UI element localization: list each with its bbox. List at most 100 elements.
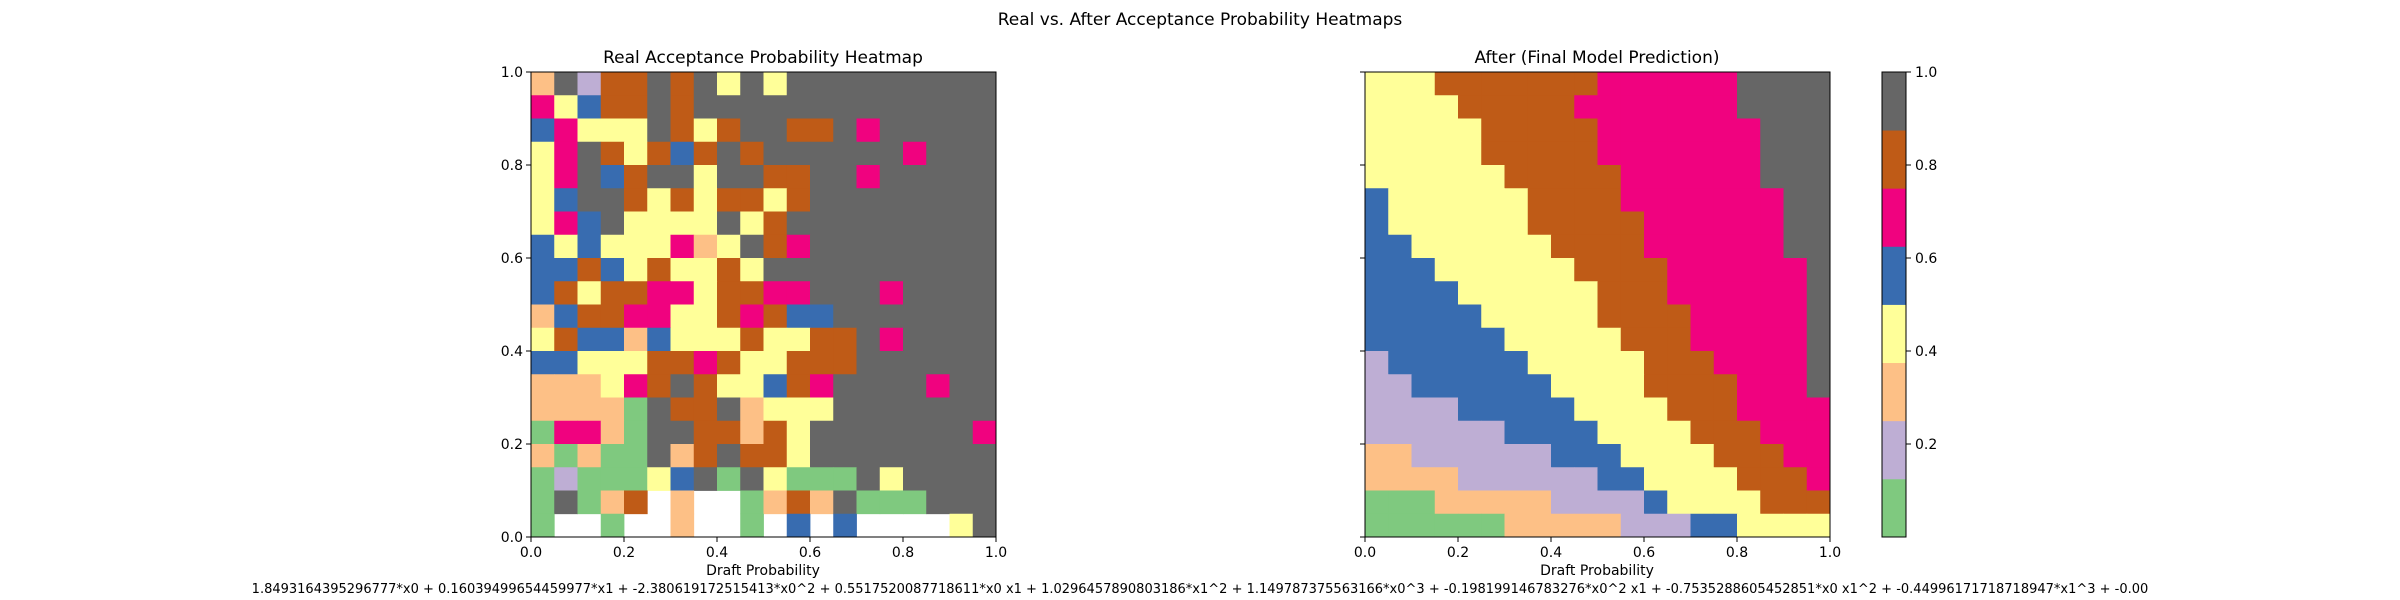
heatmap-cell [1690, 397, 1715, 422]
heatmap-cell [1411, 281, 1436, 305]
heatmap-cell [624, 165, 648, 189]
heatmap-cell [670, 327, 695, 352]
heatmap-cell [1574, 258, 1598, 282]
heatmap-cell [693, 234, 718, 259]
heatmap-cell [1458, 258, 1482, 282]
heatmap-cell [763, 118, 788, 143]
heatmap-cell [1434, 304, 1459, 329]
heatmap-cell [763, 351, 788, 375]
heatmap-cell [1760, 95, 1784, 119]
heatmap-cell [1388, 444, 1412, 468]
heatmap-cell [531, 444, 555, 468]
heatmap-cell [763, 444, 788, 468]
heatmap-cell [1574, 351, 1598, 375]
heatmap-cell [1644, 165, 1668, 189]
heatmap-cell [810, 188, 834, 212]
heatmap-cell [903, 258, 927, 282]
heatmap-cell [1504, 444, 1529, 468]
heatmap-cell [1527, 281, 1552, 305]
real-heatmap-ticks: 0.0 0.2 0.4 0.6 0.8 1.0 0.0 0.2 0.4 0.6 0.8 1.0 [501, 65, 1007, 561]
heatmap-cell [1411, 211, 1436, 236]
heatmap-cell [1783, 444, 1808, 468]
heatmap-cell [763, 258, 788, 282]
heatmap-cell [1713, 281, 1738, 305]
heatmap-cell [1737, 351, 1761, 375]
heatmap-cell [1365, 281, 1389, 305]
heatmap-cell [786, 72, 811, 96]
heatmap-cell [1690, 327, 1715, 352]
heatmap-cell [879, 258, 904, 282]
x-tick-label: 0.4 [706, 545, 728, 561]
heatmap-cell [972, 281, 997, 305]
heatmap-cell [1551, 141, 1575, 166]
heatmap-cell [624, 397, 648, 422]
heatmap-cell [1667, 304, 1691, 329]
heatmap-cell [1713, 72, 1738, 96]
heatmap-cell [856, 72, 881, 96]
heatmap-cell [1667, 141, 1691, 166]
heatmap-cell [1783, 374, 1808, 398]
heatmap-cell [949, 281, 974, 305]
heatmap-cell [1690, 281, 1715, 305]
heatmap-cell [1551, 490, 1575, 515]
heatmap-cell [926, 258, 950, 282]
heatmap-cell [1365, 118, 1389, 143]
heatmap-cell [856, 467, 881, 491]
heatmap-cell [531, 327, 555, 352]
heatmap-cell [1737, 281, 1761, 305]
heatmap-cell [693, 467, 718, 491]
heatmap-cell [786, 188, 811, 212]
heatmap-cell [1760, 211, 1784, 236]
heatmap-cell [531, 211, 555, 236]
heatmap-cell [1411, 420, 1436, 445]
heatmap-cell [1458, 118, 1482, 143]
heatmap-cell [1620, 165, 1645, 189]
heatmap-cell [624, 188, 648, 212]
heatmap-cell [763, 95, 788, 119]
heatmap-cell [1806, 118, 1831, 143]
heatmap-cell [670, 188, 695, 212]
heatmap-cell [1713, 327, 1738, 352]
heatmap-cell [879, 141, 904, 166]
heatmap-cell [717, 420, 741, 445]
colorbar-tick-label: 0.8 [1915, 158, 1937, 174]
heatmap-cell [949, 397, 974, 422]
heatmap-cell [1388, 304, 1412, 329]
real-heatmap-panel: Real Acceptance Probability Heatmap 0.0 0… [501, 48, 1007, 579]
heatmap-cell [1690, 374, 1715, 398]
heatmap-cell [1713, 351, 1738, 375]
heatmap-cell [1481, 141, 1505, 166]
heatmap-cell [1737, 72, 1761, 96]
heatmap-cell [1690, 490, 1715, 515]
heatmap-cell [624, 351, 648, 375]
heatmap-cell [903, 374, 927, 398]
heatmap-cell [1806, 188, 1831, 212]
heatmap-cell [1504, 188, 1529, 212]
heatmap-cell [1365, 444, 1389, 468]
heatmap-cell [577, 234, 602, 259]
heatmap-cell [1434, 188, 1459, 212]
heatmap-cell [1527, 258, 1552, 282]
heatmap-cell [577, 118, 602, 143]
heatmap-cell [1713, 211, 1738, 236]
heatmap-cell [600, 118, 625, 143]
colorbar-block [1882, 72, 1906, 131]
heatmap-cell [554, 420, 578, 445]
heatmap-cell [1458, 444, 1482, 468]
heatmap-cell [1667, 165, 1691, 189]
heatmap-cell [810, 165, 834, 189]
heatmap-cell [1434, 258, 1459, 282]
heatmap-cell [600, 211, 625, 236]
heatmap-cell [856, 420, 881, 445]
heatmap-cell [624, 327, 648, 352]
heatmap-cell [833, 72, 857, 96]
heatmap-cell [1783, 165, 1808, 189]
heatmap-cell [1597, 351, 1622, 375]
heatmap-cell [763, 234, 788, 259]
heatmap-cell [1388, 234, 1412, 259]
heatmap-cell [693, 281, 718, 305]
heatmap-cell [624, 95, 648, 119]
heatmap-cell [1806, 304, 1831, 329]
heatmap-cell [1620, 118, 1645, 143]
x-tick-label: 0.8 [892, 545, 914, 561]
